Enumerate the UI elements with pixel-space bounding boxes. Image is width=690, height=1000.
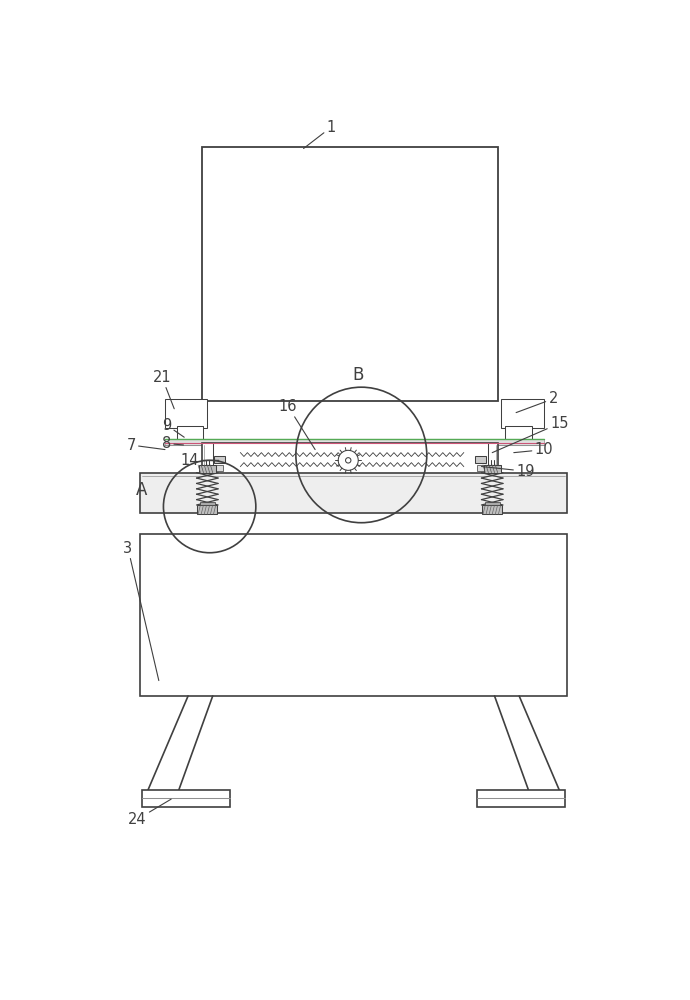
Bar xyxy=(140,473,567,513)
Text: 9: 9 xyxy=(162,418,184,437)
Text: 15: 15 xyxy=(492,416,569,453)
Bar xyxy=(215,465,224,471)
Bar xyxy=(475,456,486,463)
Text: 14: 14 xyxy=(180,453,219,468)
Bar xyxy=(484,465,501,473)
Text: 16: 16 xyxy=(279,399,315,450)
Text: 7: 7 xyxy=(126,438,165,453)
Bar xyxy=(484,502,500,505)
Text: 21: 21 xyxy=(152,370,174,409)
Circle shape xyxy=(338,450,358,470)
Bar xyxy=(177,426,204,443)
Bar xyxy=(502,399,544,428)
Bar xyxy=(202,147,498,401)
Text: A: A xyxy=(136,481,147,499)
Text: 19: 19 xyxy=(482,464,535,479)
Bar xyxy=(215,456,225,463)
Text: 10: 10 xyxy=(514,442,553,457)
Bar xyxy=(197,505,217,514)
Bar xyxy=(482,505,502,514)
Circle shape xyxy=(346,458,351,463)
Bar xyxy=(477,465,486,471)
Bar xyxy=(505,426,532,443)
Bar xyxy=(199,465,216,473)
Bar xyxy=(477,790,565,807)
Text: 1: 1 xyxy=(304,120,336,148)
Text: 2: 2 xyxy=(516,391,558,413)
Bar xyxy=(142,790,230,807)
Text: 3: 3 xyxy=(124,541,159,681)
Bar xyxy=(165,399,207,428)
Bar xyxy=(202,443,498,474)
Text: B: B xyxy=(352,366,364,384)
Text: 8: 8 xyxy=(162,436,184,451)
Bar xyxy=(199,502,215,505)
Bar xyxy=(165,439,544,445)
Bar xyxy=(140,534,567,696)
Text: 24: 24 xyxy=(128,799,171,827)
